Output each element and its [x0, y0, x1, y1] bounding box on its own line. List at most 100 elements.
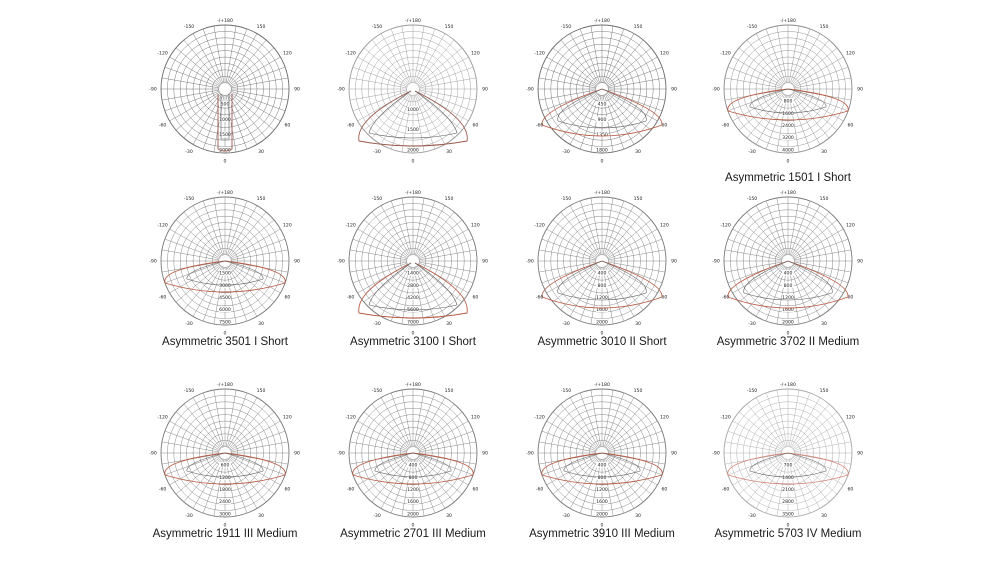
grid-spoke	[793, 420, 844, 450]
grid-spoke	[229, 92, 275, 131]
grid-spoke	[164, 430, 220, 452]
radial-label-bg	[219, 498, 231, 505]
grid-spoke	[776, 25, 788, 83]
angle-label: 0	[224, 523, 227, 529]
radial-label: 7000	[407, 319, 419, 325]
grid-spoke	[607, 56, 658, 86]
angle-label: -60	[536, 487, 544, 493]
grid-spoke	[755, 397, 785, 448]
grid-spoke	[228, 265, 267, 311]
grid-spoke	[417, 47, 463, 86]
grid-spoke	[590, 267, 602, 325]
grid-spoke	[417, 264, 463, 303]
polar-diagram: -/+180 -150 150 -120 120 -90 90 -60 60 -30 30 0 400 8…	[337, 382, 488, 529]
grid-spoke	[352, 454, 408, 476]
grid-spoke	[791, 93, 830, 139]
angle-label-top: -/+180	[405, 382, 421, 388]
grid-spoke	[791, 265, 830, 311]
grid-spoke	[413, 95, 425, 153]
radial-label: 400	[598, 271, 607, 277]
grid-spoke	[380, 397, 410, 448]
grid-spoke	[552, 92, 598, 131]
radial-label: 7500	[219, 319, 231, 325]
angle-label: 0	[601, 331, 604, 337]
grid-spoke	[418, 420, 469, 450]
radial-label: 400	[409, 463, 418, 469]
grid-spoke	[183, 211, 222, 257]
grid-spoke	[791, 211, 830, 257]
grid-spoke	[363, 47, 409, 86]
radial-label: 2800	[782, 499, 794, 505]
polar-chart-10: -/+180 -150 150 -120 120 -90 90 -60 60 -30 30 0 400 8…	[337, 378, 488, 554]
grid-spoke	[793, 456, 844, 486]
grid-spoke	[380, 33, 410, 84]
grid-spoke	[541, 430, 597, 452]
grid-spoke	[192, 205, 222, 256]
angle-label: 30	[635, 513, 641, 519]
grid-spoke	[602, 25, 614, 83]
grid-spoke	[792, 92, 838, 131]
grid-spoke	[606, 219, 652, 258]
grid-spoke	[793, 90, 849, 112]
grid-spoke	[569, 94, 599, 145]
grid-spoke	[765, 458, 787, 514]
grid-spoke	[231, 441, 289, 453]
grid-spoke	[390, 200, 412, 256]
angle-label: -90	[337, 87, 345, 93]
grid-spoke	[724, 77, 782, 89]
angle-label: -90	[526, 87, 534, 93]
grid-spoke	[228, 211, 267, 257]
grid-spoke	[417, 456, 463, 495]
grid-spoke	[229, 219, 275, 258]
grid-spoke	[792, 456, 838, 495]
radial-label-bg	[219, 318, 231, 325]
angle-label: 60	[847, 487, 853, 493]
angle-label: -150	[184, 388, 195, 394]
angle-label: 90	[857, 87, 863, 93]
radial-label-bg	[219, 294, 231, 300]
radial-label-bg	[596, 498, 608, 505]
radial-label-bg	[596, 294, 608, 300]
radial-label-bg	[596, 486, 608, 492]
radial-label: 800	[598, 475, 607, 481]
radial-label-bg	[782, 486, 794, 492]
grid-spoke	[401, 389, 413, 447]
grid-spoke	[793, 238, 849, 260]
grid-spoke	[776, 389, 788, 447]
radial-label-bg	[407, 306, 419, 313]
angle-label: -120	[720, 51, 731, 57]
grid-spoke	[413, 197, 425, 255]
grid-spoke	[788, 459, 800, 517]
grid-spoke	[538, 249, 596, 261]
angle-label: 150	[257, 24, 266, 30]
grid-spoke	[579, 392, 601, 448]
grid-spoke	[230, 454, 286, 476]
grid-spoke	[416, 93, 455, 139]
grid-spoke	[569, 33, 599, 84]
radial-label-bg	[407, 106, 419, 112]
grid-spoke	[230, 228, 281, 258]
angle-label: -150	[372, 24, 383, 30]
grid-spoke	[607, 454, 663, 476]
grid-spoke	[417, 92, 463, 131]
radial-label-bg	[782, 282, 794, 288]
angle-label: -120	[345, 223, 356, 229]
angle-label: 60	[472, 123, 478, 129]
grid-spoke	[793, 228, 844, 258]
radial-label: 800	[409, 475, 418, 481]
radial-label-bg	[407, 486, 419, 492]
radial-label-bg	[407, 146, 419, 153]
radial-label-bg	[782, 294, 794, 300]
radial-label: 800	[598, 283, 607, 289]
grid-spoke	[226, 392, 248, 448]
angle-label: 60	[472, 295, 478, 301]
radial-label: 1400	[407, 271, 419, 277]
angle-label: 0	[601, 159, 604, 165]
radial-label: 2400	[219, 499, 231, 505]
radial-label-bg	[782, 306, 794, 313]
distribution-curve	[541, 452, 663, 485]
grid-spoke	[371, 457, 410, 503]
grid-spoke	[183, 457, 222, 503]
grid-spoke	[605, 33, 635, 84]
angle-label-top: -/+180	[405, 190, 421, 196]
